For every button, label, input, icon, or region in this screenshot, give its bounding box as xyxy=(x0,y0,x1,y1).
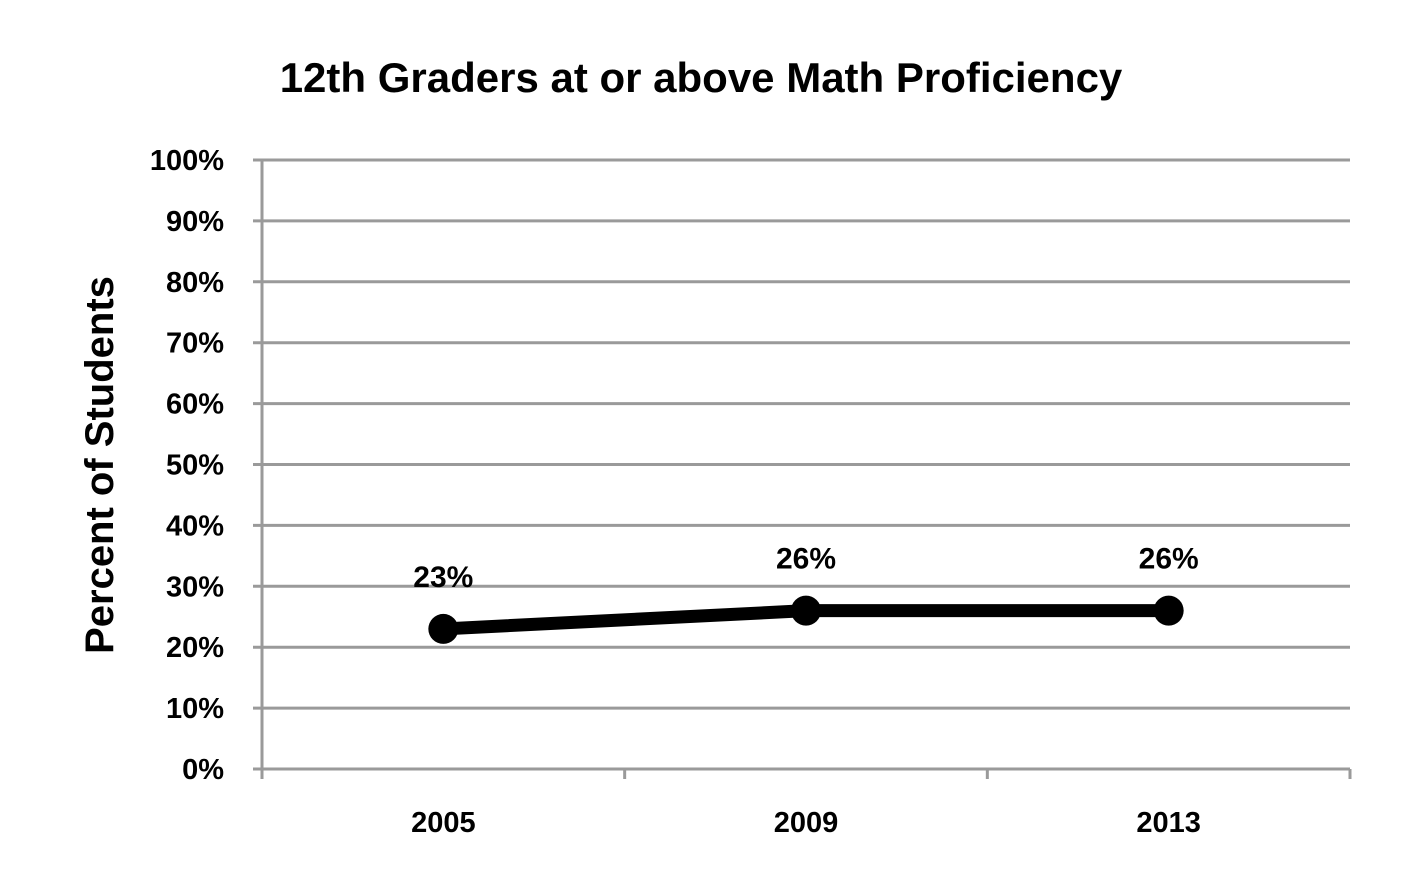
x-tick-label: 2005 xyxy=(411,807,476,839)
y-tick-label: 80% xyxy=(166,267,224,299)
y-tick-label: 90% xyxy=(166,206,224,238)
y-tick-label: 70% xyxy=(166,328,224,360)
y-axis-label: Percent of Students xyxy=(78,276,122,654)
y-tick-label: 100% xyxy=(150,145,224,177)
data-label: 23% xyxy=(413,561,473,594)
y-tick-label: 40% xyxy=(166,510,224,542)
y-tick-label: 20% xyxy=(166,632,224,664)
x-tick-label: 2013 xyxy=(1136,807,1201,839)
data-label: 26% xyxy=(1139,543,1199,576)
chart-title: 12th Graders at or above Math Proficienc… xyxy=(280,54,1123,101)
grid xyxy=(253,158,1350,710)
x-tick-label: 2009 xyxy=(774,807,839,839)
axes xyxy=(253,160,1352,779)
y-tick-label: 60% xyxy=(166,389,224,421)
data-point xyxy=(428,613,459,644)
y-tick-label: 0% xyxy=(182,754,224,786)
data-point xyxy=(791,595,821,626)
series xyxy=(428,595,1184,644)
y-tick-label: 10% xyxy=(166,693,224,725)
data-labels: 23% 26% 26% xyxy=(413,543,1198,594)
y-tick-label: 50% xyxy=(166,450,224,482)
data-label: 26% xyxy=(776,543,836,576)
x-tick-labels: 2005 2009 2013 xyxy=(411,807,1201,839)
data-point xyxy=(1153,595,1184,626)
y-tick-label: 30% xyxy=(166,571,224,603)
y-tick-labels: 0% 10% 20% 30% 40% 50% 60% 70% 80% 90% 100% xyxy=(150,145,224,786)
